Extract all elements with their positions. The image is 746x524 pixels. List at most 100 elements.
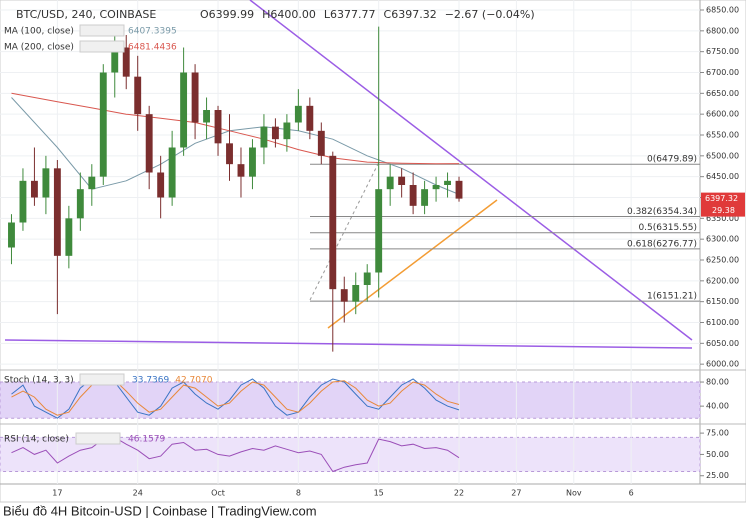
- y-tick-label: 6100.00: [706, 318, 739, 327]
- y-tick-label: 6250.00: [706, 256, 739, 265]
- candle-body: [30, 180, 38, 198]
- legend-icons: [75, 432, 121, 445]
- candle-body: [111, 47, 119, 73]
- y-tick-label: 6750.00: [706, 47, 739, 56]
- candle-body: [8, 222, 15, 248]
- y-tick-label: 6450.00: [706, 172, 739, 181]
- y-tick-label: 6300.00: [706, 235, 739, 244]
- x-tick-label: 6: [629, 489, 634, 498]
- ohlc-readout: C6397.32: [384, 8, 437, 21]
- indicator-line: [11, 436, 460, 473]
- candle-body: [340, 289, 348, 302]
- candle-body: [122, 47, 130, 77]
- candle-body: [88, 176, 96, 190]
- moving-average: [11, 92, 460, 165]
- ma-value: 6407.3395: [128, 27, 177, 37]
- y-tick-label: 6500.00: [706, 151, 739, 160]
- candle-body: [191, 72, 199, 123]
- candle-body: [260, 126, 268, 148]
- candle-body: [19, 180, 27, 223]
- candle-body: [76, 189, 84, 219]
- candle-body: [306, 105, 314, 131]
- candle-body: [168, 147, 176, 198]
- ohlc-readout: L6377.77: [324, 8, 376, 21]
- y-tick-label: 80.00: [706, 378, 729, 387]
- y-tick-label: 6700.00: [706, 68, 739, 77]
- legend-icons: [79, 24, 125, 37]
- candle-body: [145, 114, 153, 173]
- y-tick-label: 6150.00: [706, 297, 739, 306]
- price-tag-sub: 29.38: [712, 206, 735, 215]
- y-tick-label: 6350.00: [706, 214, 739, 223]
- legend-icons: [79, 373, 125, 386]
- ohlc-readout: −2.67 (−0.04%): [445, 8, 535, 21]
- y-tick-label: 40.00: [706, 402, 729, 411]
- indicator-line: [11, 378, 460, 416]
- frame: [0, 0, 746, 503]
- candle-body: [409, 185, 417, 206]
- candle-body: [421, 189, 429, 206]
- trend-line: [249, 0, 693, 341]
- candle-body: [237, 164, 245, 177]
- candle-body: [249, 147, 256, 177]
- indicator-value: 33.7369: [132, 376, 169, 386]
- candle-body: [283, 122, 291, 140]
- ma-legend: MA (100, close): [4, 27, 74, 37]
- candle-body: [363, 272, 371, 285]
- y-tick-label: 6200.00: [706, 276, 739, 285]
- candle-body: [214, 110, 222, 144]
- candle-body: [271, 126, 279, 140]
- y-tick-label: 6000.00: [706, 360, 739, 369]
- stoch-legend: Stoch (14, 3, 3): [4, 376, 74, 386]
- fib-label: 0.618(6276.77): [627, 239, 697, 249]
- y-tick-label: 6050.00: [706, 339, 739, 348]
- x-tick-label: 15: [374, 489, 384, 498]
- y-tick-label: 75.00: [706, 429, 729, 438]
- candle-body: [42, 168, 50, 198]
- candle-body: [352, 285, 360, 302]
- y-tick-label: 6800.00: [706, 26, 739, 35]
- ma-value: 6481.4436: [128, 43, 177, 53]
- x-tick-label: 22: [454, 489, 464, 498]
- fib-label: 0(6479.89): [647, 155, 697, 165]
- legend-icons: [79, 40, 125, 53]
- x-tick-label: Oct: [211, 489, 225, 498]
- candle-body: [65, 218, 73, 256]
- candle-body: [226, 143, 233, 165]
- candle-body: [203, 110, 210, 123]
- candle-body: [53, 168, 61, 256]
- y-tick-label: 6650.00: [706, 89, 739, 98]
- candle-body: [317, 130, 325, 156]
- fib-base-line: [309, 159, 381, 301]
- moving-average: [11, 97, 460, 195]
- candle-body: [455, 180, 463, 199]
- ohlc-readout: H6400.00: [262, 8, 316, 21]
- price-tag: [701, 192, 745, 217]
- candle-body: [432, 185, 440, 190]
- candle-body: [180, 72, 188, 148]
- x-tick-label: 8: [296, 489, 301, 498]
- y-tick-label: 25.00: [706, 471, 729, 480]
- candle-body: [444, 180, 451, 185]
- x-tick-label: 27: [511, 489, 521, 498]
- fib-label: 1(6151.21): [647, 292, 697, 302]
- price-tag-label: 6397.32: [705, 194, 738, 203]
- candle-body: [134, 76, 142, 115]
- rsi-legend: RSI (14, close): [4, 435, 69, 445]
- x-tick-label: Nov: [566, 489, 582, 498]
- y-tick-label: 50.00: [706, 450, 729, 459]
- fib-label: 0.382(6354.34): [627, 207, 697, 217]
- indicator-value: 46.1579: [128, 435, 165, 445]
- trend-line: [4, 339, 693, 349]
- x-tick-label: 24: [133, 489, 143, 498]
- caption: Biểu đồ 4H Bitcoin-USD | Coinbase | Trad…: [3, 503, 317, 518]
- candle-body: [294, 105, 302, 123]
- title: BTC/USD, 240, COINBASE: [16, 8, 156, 21]
- candle-body: [329, 155, 337, 290]
- y-tick-label: 6550.00: [706, 131, 739, 140]
- x-tick-label: 17: [52, 489, 62, 498]
- candle-body: [398, 176, 406, 185]
- ohlc-readout: O6399.99: [200, 8, 254, 21]
- candle-body: [386, 176, 394, 190]
